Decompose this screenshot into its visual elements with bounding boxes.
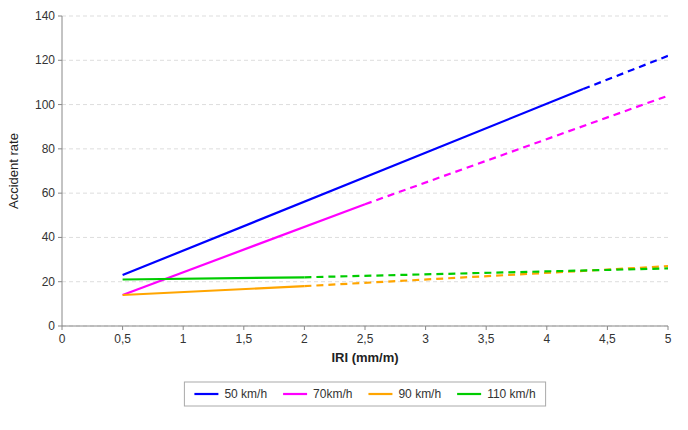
y-tick: [58, 60, 62, 61]
grid-line: [62, 193, 668, 194]
y-tick-label: 140: [35, 9, 55, 23]
legend-frame: [184, 382, 545, 406]
y-tick: [58, 237, 62, 238]
legend-swatch: [194, 393, 218, 395]
y-tick-label: 80: [42, 142, 56, 156]
legend-label: 110 km/h: [487, 387, 535, 401]
legend-label: 50 km/h: [224, 387, 267, 401]
x-tick-label: 2,5: [357, 332, 374, 346]
legend-swatch: [457, 393, 481, 395]
y-tick-label: 120: [35, 53, 55, 67]
legend-label: 70km/h: [313, 387, 352, 401]
y-tick-label: 60: [42, 186, 56, 200]
x-tick: [365, 326, 366, 330]
lines: [123, 56, 668, 295]
x-tick: [62, 326, 63, 330]
y-tick: [58, 104, 62, 105]
x-tick-label: 1,5: [235, 332, 252, 346]
series-line: [365, 96, 668, 204]
chart: 0 0,5 1 1,5 2 2,5 3 3,5 4 4,5 5 0 20 40 60 80 100 120 140 I…: [0, 0, 688, 430]
x-tick-label: 3: [422, 332, 429, 346]
x-tick: [546, 326, 547, 330]
series-line: [583, 56, 668, 89]
y-axis-label: Accident rate: [6, 133, 21, 209]
x-tick-label: 2: [301, 332, 308, 346]
series-line: [304, 266, 668, 286]
legend: 50 km/h 70km/h 90 km/h 110 km/h: [184, 382, 545, 406]
grid-line: [62, 104, 668, 105]
y-tick: [58, 148, 62, 149]
y-tick: [58, 281, 62, 282]
y-axis-line: [62, 16, 63, 326]
series-line: [304, 268, 668, 277]
x-tick: [183, 326, 184, 330]
series-line: [123, 286, 305, 295]
x-tick: [304, 326, 305, 330]
x-tick-label: 1: [180, 332, 187, 346]
grid-line: [62, 16, 668, 17]
legend-swatch: [368, 393, 392, 395]
grid-line: [62, 60, 668, 61]
x-axis-label: IRI (mm/m): [331, 350, 398, 365]
y-tick: [58, 16, 62, 17]
x-tick-label: 0,5: [114, 332, 131, 346]
y-tick: [58, 193, 62, 194]
x-tick-label: 5: [665, 332, 672, 346]
x-tick-label: 0: [59, 332, 66, 346]
y-tick-label: 0: [48, 319, 55, 333]
y-tick-label: 40: [42, 230, 56, 244]
grid-line: [62, 148, 668, 149]
grid-line: [62, 237, 668, 238]
x-tick-label: 4: [543, 332, 550, 346]
series-line: [123, 89, 584, 275]
x-tick: [425, 326, 426, 330]
y-tick-label: 100: [35, 98, 55, 112]
y-tick-label: 20: [42, 275, 56, 289]
x-tick: [486, 326, 487, 330]
x-tick: [668, 326, 669, 330]
y-tick: [58, 326, 62, 327]
series-line: [123, 277, 305, 279]
x-tick: [607, 326, 608, 330]
legend-swatch: [283, 393, 307, 395]
series-line: [123, 204, 365, 295]
grid: [62, 16, 668, 326]
legend-label: 90 km/h: [398, 387, 441, 401]
x-tick-label: 3,5: [478, 332, 495, 346]
x-tick: [122, 326, 123, 330]
x-tick-label: 4,5: [599, 332, 616, 346]
x-tick: [243, 326, 244, 330]
